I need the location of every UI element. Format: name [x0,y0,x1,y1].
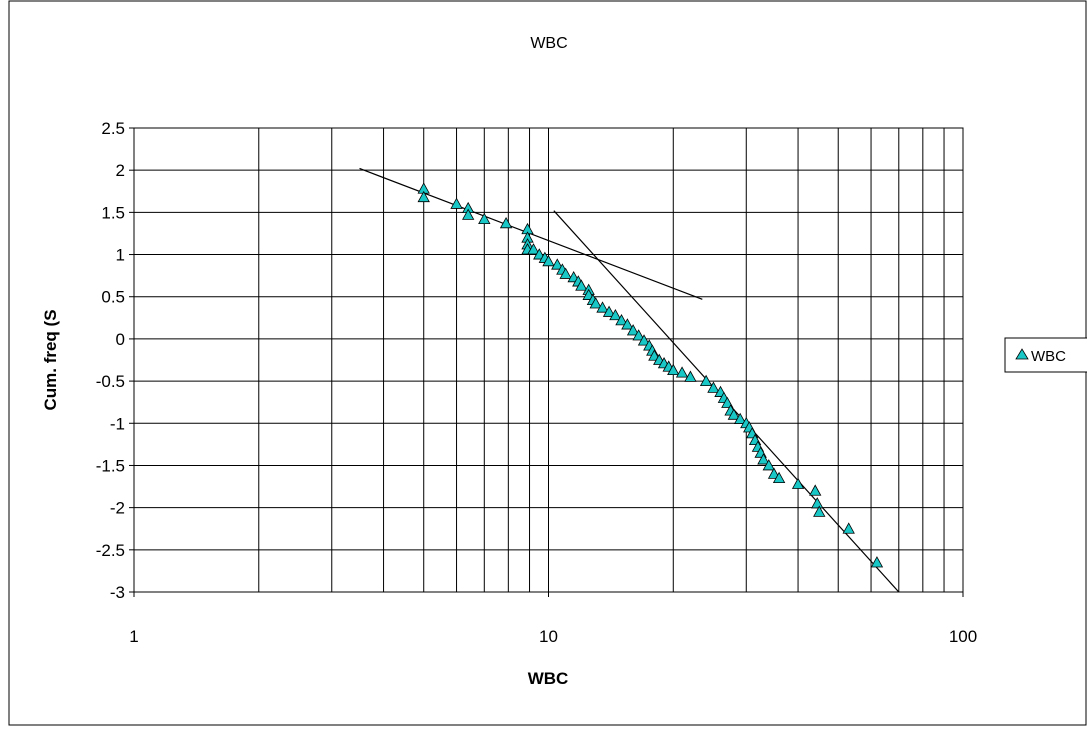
data-point [772,471,786,484]
data-point [450,197,463,209]
data-point [733,412,747,424]
y-axis-label: Cum. freq (S [41,309,60,410]
data-point [813,505,826,517]
data-point [632,329,645,341]
data-point [615,314,628,326]
data-point [527,243,540,255]
data-point [675,366,689,378]
x-axis-tick-labels: 1 10 100 [129,592,977,646]
data-point [589,297,602,309]
x-tick-label: 10 [539,627,558,646]
data-point [684,370,697,382]
data-points [417,182,884,568]
gridlines [134,127,963,593]
y-tick-label: -2.5 [96,541,125,560]
data-point [809,484,822,496]
y-tick-label: -1 [110,414,125,433]
data-point [551,258,564,270]
data-point [602,305,616,317]
x-axis-label: WBC [528,669,569,688]
data-point [499,217,513,229]
data-point [842,522,855,534]
data-point [707,381,720,393]
data-point [767,467,781,479]
data-point [870,556,884,568]
data-point [762,459,775,471]
data-point [727,408,741,420]
chart-title: WBC [530,35,567,52]
y-tick-label: 1.5 [101,203,125,222]
data-point [667,363,680,376]
data-point [637,334,651,346]
data-point [417,190,430,203]
legend-label: WBC [1031,348,1066,365]
data-point [596,301,609,313]
x-tick-label: 1 [129,627,138,646]
legend-marker [1015,348,1029,360]
data-point [811,497,824,509]
data-point [559,267,572,279]
y-tick-label: -3 [110,583,125,602]
data-point [575,279,588,291]
x-tick-label: 100 [949,627,977,646]
chart-area-border [8,0,1087,726]
data-point [621,318,634,330]
y-tick-label: 2 [116,161,125,180]
y-tick-label: 0 [116,330,125,349]
data-point [609,308,622,321]
data-point [721,396,734,408]
data-point [461,208,475,220]
y-tick-label: 0.5 [101,288,125,307]
data-point [791,477,805,489]
legend: WBC [1004,337,1087,373]
data-point [699,374,713,386]
y-tick-label: -0.5 [96,372,125,391]
data-point [478,212,491,225]
data-point [533,248,546,260]
data-point [542,254,555,267]
y-tick-label: -1.5 [96,456,125,475]
data-point [757,453,770,465]
y-tick-label: 2.5 [101,119,125,138]
y-tick-label: 1 [116,246,125,265]
y-axis-tick-labels: 2.5 2 1.5 1 0.5 0 -0.5 -1 -1.5 -2 -2.5 -3 [96,119,134,602]
y-tick-label: -2 [110,499,125,518]
data-point [626,324,640,336]
